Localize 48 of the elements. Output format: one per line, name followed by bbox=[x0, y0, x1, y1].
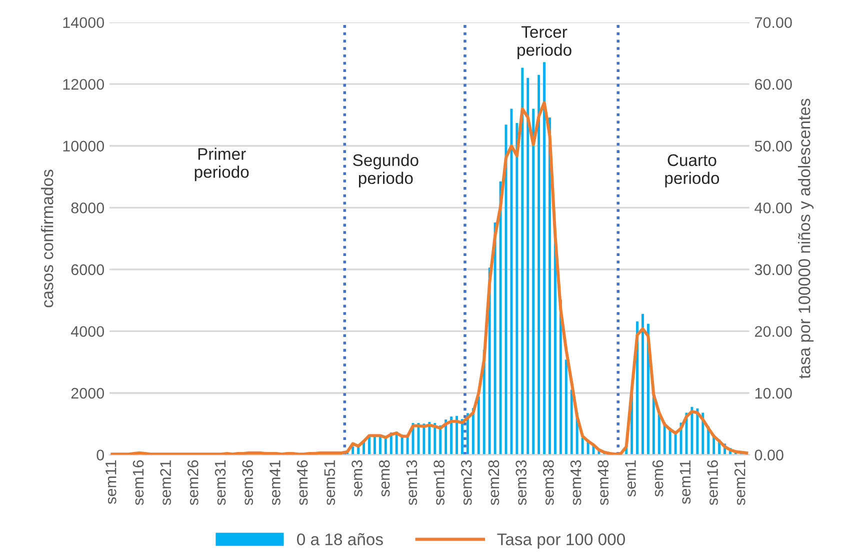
x-tick-label: sem16 bbox=[707, 460, 718, 506]
x-tick-label: sem16 bbox=[132, 460, 144, 506]
x-tick-label: sem13 bbox=[406, 460, 418, 506]
y2-tick-label: 10.00 bbox=[755, 388, 792, 399]
x-tick-label: sem23 bbox=[460, 460, 472, 506]
y-tick-label: 2000 bbox=[71, 388, 104, 399]
x-tick-label: sem46 bbox=[296, 460, 308, 506]
y2-tick-label: 50.00 bbox=[754, 140, 792, 152]
legend-label: Tasa por 100 000 bbox=[497, 533, 625, 549]
y2-tick-label: 40.00 bbox=[754, 202, 792, 214]
x-tick-label: sem21 bbox=[160, 460, 171, 506]
x-tick-label: sem43 bbox=[570, 460, 582, 506]
x-tick-label: sem26 bbox=[188, 460, 198, 506]
annotation: Tercer periodo bbox=[518, 26, 572, 60]
x-tick-label: sem6 bbox=[652, 460, 664, 497]
y-tick-label: 0 bbox=[96, 450, 104, 460]
x-tick-label: sem11 bbox=[106, 460, 116, 504]
x-tick-label: sem31 bbox=[214, 460, 226, 506]
y2-tick-label: 60.00 bbox=[755, 78, 792, 90]
x-tick-label: sem41 bbox=[270, 460, 280, 506]
x-tick-label: sem21 bbox=[734, 460, 746, 506]
x-tick-label: sem11 bbox=[680, 460, 691, 504]
y-tick-label: 4000 bbox=[70, 326, 104, 337]
annotation: Cuarto periodo bbox=[665, 154, 720, 188]
y2-tick-label: 70.00 bbox=[755, 17, 792, 28]
x-tick-label: sem33 bbox=[516, 460, 526, 506]
x-tick-label: sem28 bbox=[488, 460, 500, 506]
x-tick-label: sem51 bbox=[324, 460, 336, 506]
x-tick-label: sem48 bbox=[598, 460, 609, 506]
y-tick-label: 12000 bbox=[63, 78, 104, 90]
y2-tick-label: 30.00 bbox=[754, 264, 792, 276]
y2-axis-title: tasa por 100000 niños y adolescentes bbox=[798, 98, 814, 379]
x-tick-label: sem1 bbox=[625, 460, 636, 497]
y-tick-label: 6000 bbox=[71, 264, 104, 276]
y-axis-title: casos confirmados bbox=[41, 170, 54, 308]
x-tick-label: sem3 bbox=[352, 460, 362, 497]
legend-label: 0 a 18 años bbox=[297, 533, 383, 546]
y-tick-label: 10000 bbox=[63, 140, 104, 152]
x-tick-label: sem18 bbox=[434, 460, 444, 506]
annotation: Primer periodo bbox=[194, 148, 249, 182]
x-tick-label: sem38 bbox=[543, 460, 554, 506]
y-tick-label: 14000 bbox=[63, 17, 104, 28]
x-tick-label: sem36 bbox=[242, 460, 254, 506]
annotation: Segundo periodo bbox=[353, 154, 418, 188]
y2-tick-label: 20.00 bbox=[755, 326, 792, 337]
y2-tick-label: 0.00 bbox=[754, 450, 784, 460]
x-tick-label: sem8 bbox=[378, 460, 390, 497]
y-tick-label: 8000 bbox=[71, 202, 104, 214]
